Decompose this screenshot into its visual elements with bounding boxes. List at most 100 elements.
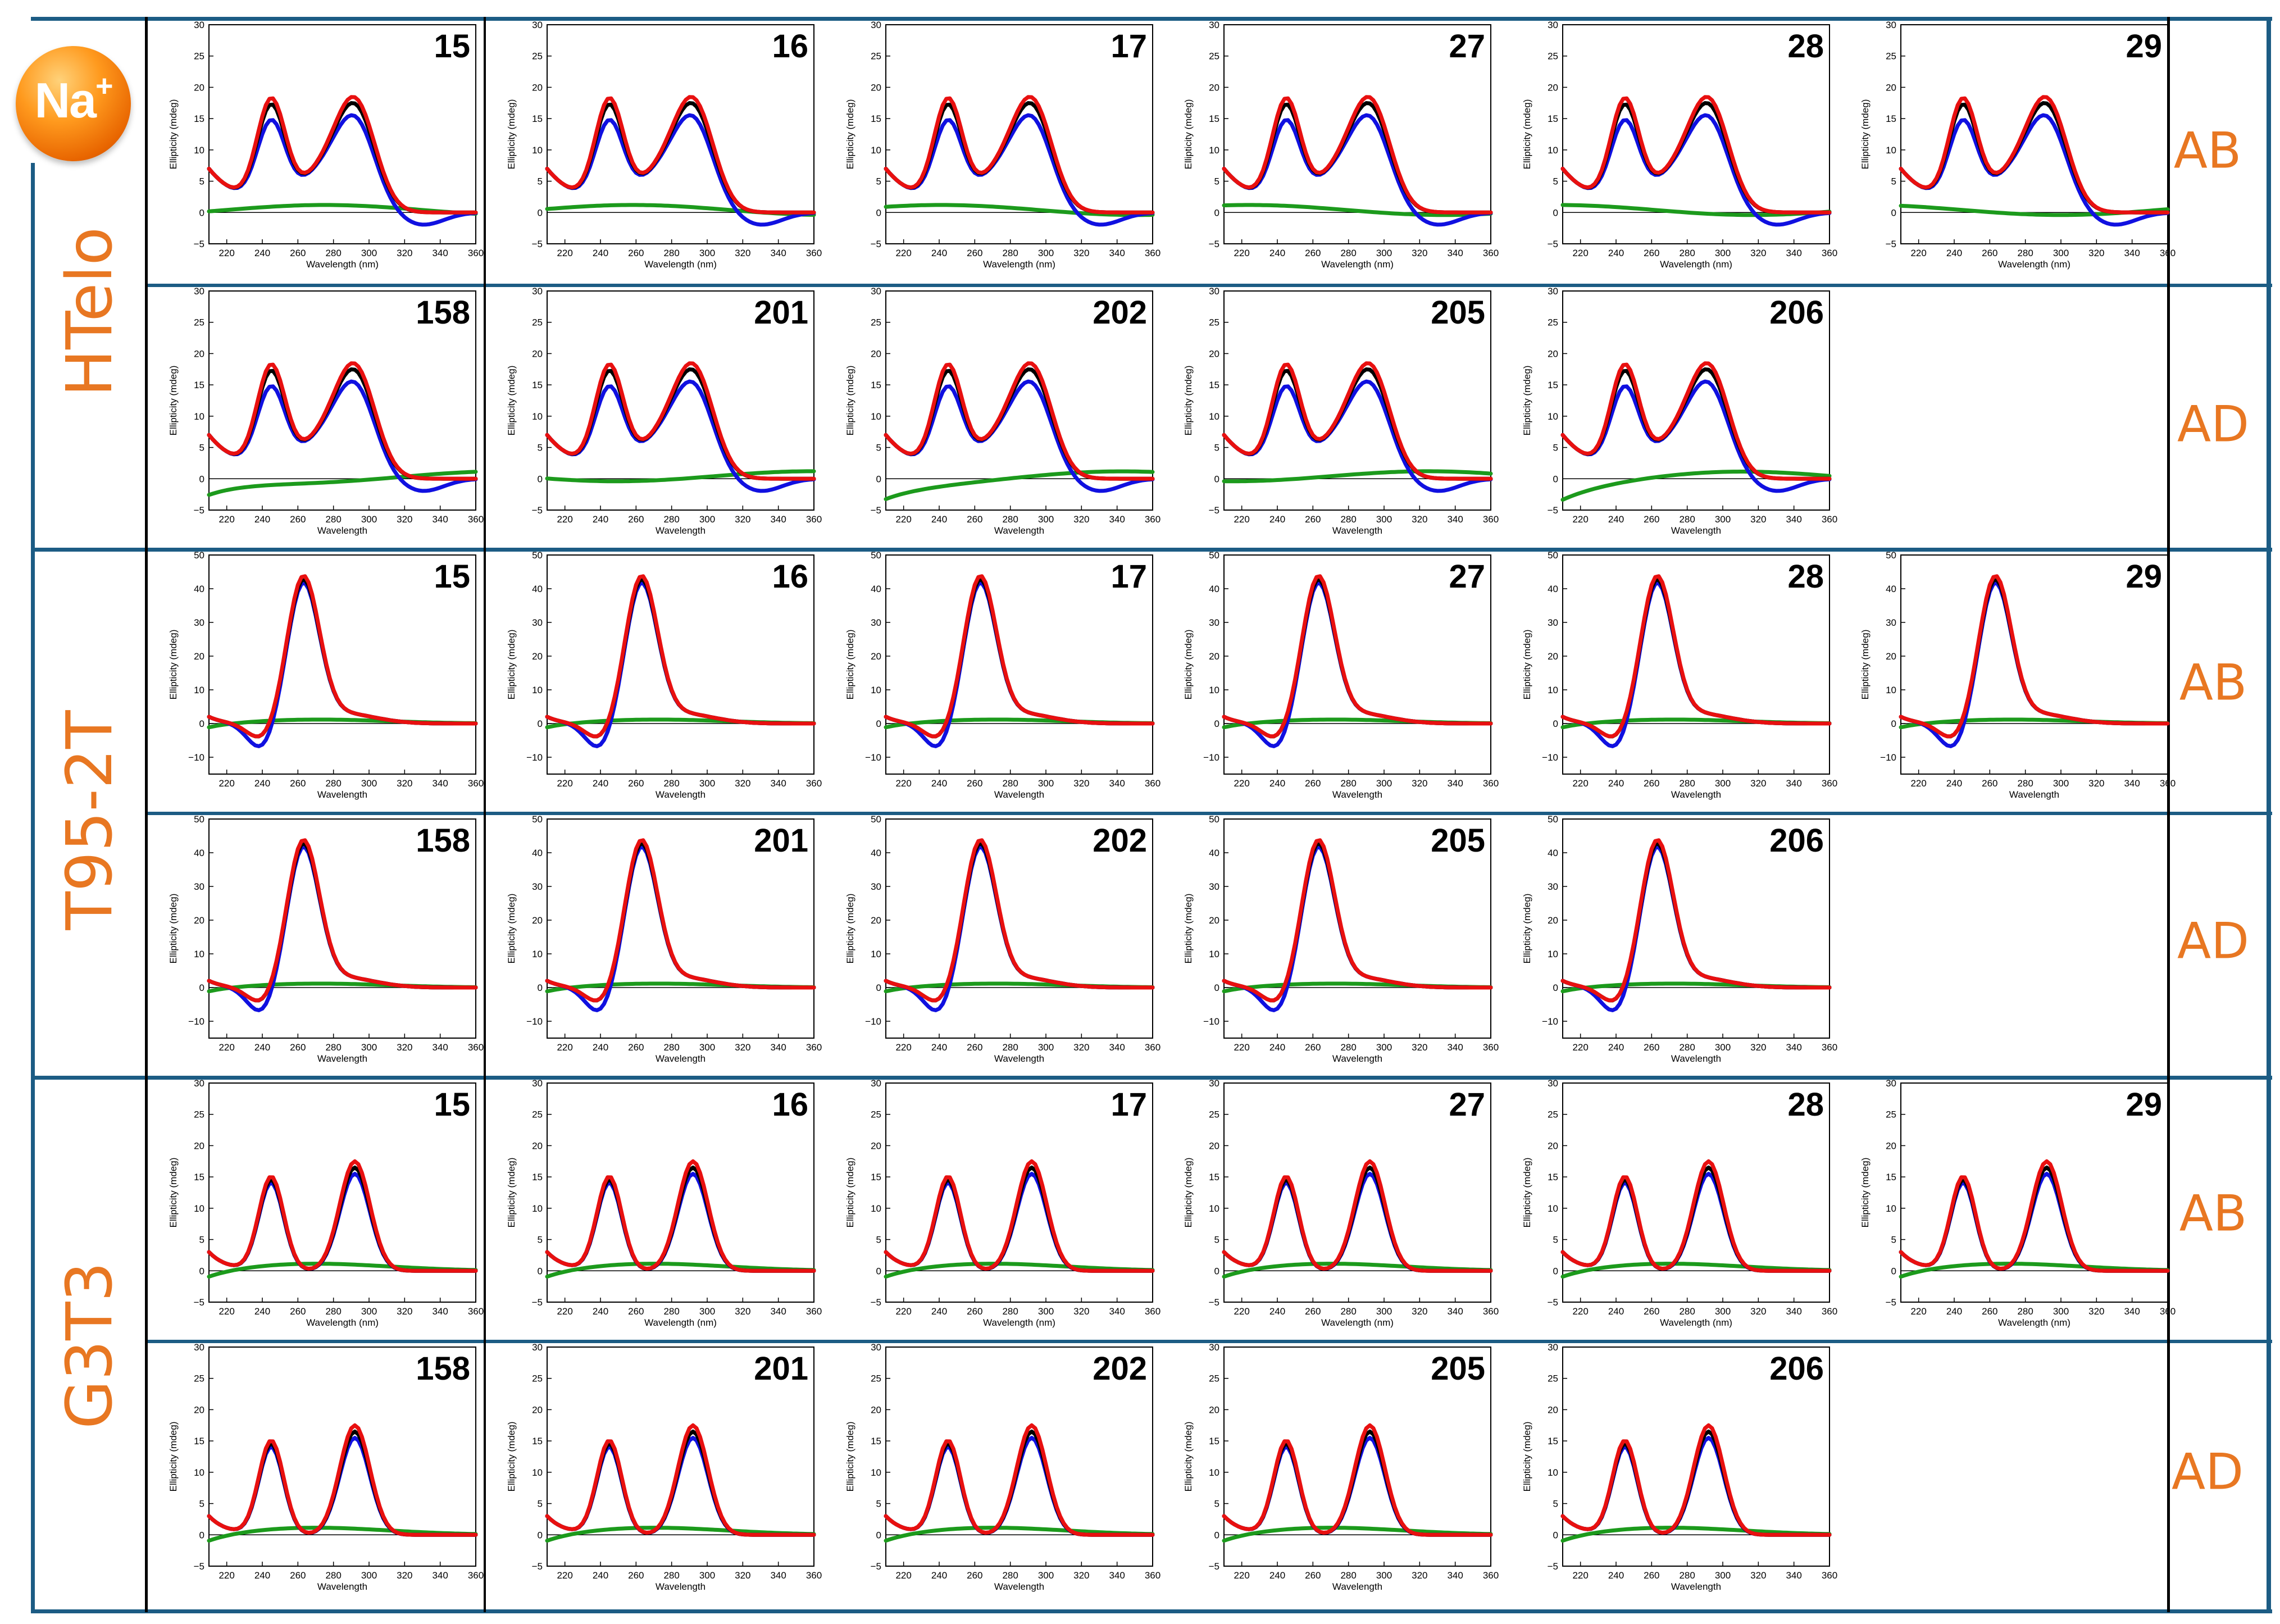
y-tick-label: 15: [532, 1436, 543, 1446]
series-line-red: [1899, 95, 2170, 215]
series-line-green: [207, 1262, 478, 1279]
x-tick-label: 300: [1715, 248, 1731, 258]
x-tick-label: 280: [2017, 778, 2033, 789]
x-tick-label: 360: [1145, 514, 1161, 525]
spectrum-panel: −5 0 5 10 15 20 25 30 220 240 260 280 300 320 340 360 Wa…: [845, 1342, 1161, 1592]
y-tick-label: −10: [188, 752, 204, 763]
x-tick-label: 260: [1305, 248, 1321, 258]
y-tick-label: 50: [871, 814, 881, 825]
x-tick-label: 240: [931, 1306, 947, 1317]
y-tick-label: 30: [194, 881, 204, 892]
x-tick-label: 220: [895, 1042, 911, 1053]
x-tick-label: 340: [1786, 1306, 1801, 1317]
x-tick-label: 240: [254, 1306, 270, 1317]
x-axis-label: Wavelength (nm): [1660, 1317, 1732, 1328]
x-tick-label: 280: [325, 1042, 341, 1053]
y-tick-label: 0: [876, 718, 881, 729]
y-tick-label: −5: [194, 1297, 204, 1308]
x-tick-label: 320: [397, 778, 412, 789]
x-tick-label: 260: [1644, 1306, 1659, 1317]
y-tick-label: 5: [1214, 1499, 1219, 1509]
y-tick-label: 0: [876, 1266, 881, 1276]
compound-label: 206: [1769, 822, 1824, 859]
x-tick-label: 300: [699, 1306, 715, 1317]
series-line-green: [1222, 203, 1493, 217]
y-tick-label: 15: [871, 1172, 881, 1182]
y-axis-label: Ellipticity (mdeg): [1860, 1158, 1871, 1228]
x-tick-label: 220: [1234, 248, 1249, 258]
y-tick-label: 25: [1209, 51, 1219, 62]
compound-label: 28: [1787, 558, 1824, 595]
x-tick-label: 280: [663, 778, 679, 789]
x-tick-label: 240: [1608, 1306, 1624, 1317]
x-tick-label: 220: [895, 778, 911, 789]
plot-area: [885, 554, 1153, 775]
y-tick-label: 40: [871, 848, 881, 858]
grid-line: [31, 163, 35, 1612]
y-tick-label: 20: [1548, 915, 1558, 926]
y-tick-label: 50: [871, 550, 881, 561]
series-line-red: [545, 1423, 816, 1537]
spectrum-panel: −10 0 10 20 30 40 50 220 240 260 280 300 320 340 360 Wa…: [845, 814, 1161, 1064]
x-tick-label: 280: [1679, 778, 1695, 789]
x-axis-label: Wavelength (nm): [306, 259, 379, 270]
y-tick-label: 30: [1886, 1078, 1896, 1089]
y-tick-label: 20: [871, 1140, 881, 1151]
compound-label: 205: [1431, 1350, 1485, 1387]
x-tick-label: 340: [1109, 778, 1125, 789]
x-tick-label: 300: [1715, 778, 1731, 789]
y-tick-label: 10: [871, 685, 881, 695]
y-tick-label: 0: [199, 1530, 204, 1540]
series-line-green: [1560, 470, 1832, 502]
y-tick-label: −5: [1209, 505, 1219, 516]
y-tick-label: 30: [1209, 881, 1219, 892]
plot-area: [1223, 554, 1491, 775]
series-line-green: [207, 1526, 478, 1543]
x-tick-label: 300: [361, 514, 377, 525]
x-tick-label: 360: [1145, 1306, 1161, 1317]
plot-area: [1900, 24, 2168, 244]
y-tick-label: 10: [1886, 1203, 1896, 1214]
x-tick-label: 280: [1340, 1306, 1356, 1317]
spectrum-panel: −5 0 5 10 15 20 25 30 220 240 260 280 300 320 340 360 Wa…: [1183, 286, 1499, 536]
y-tick-label: 10: [1209, 949, 1219, 959]
y-tick-label: 25: [1886, 1109, 1896, 1120]
x-tick-label: 240: [254, 1042, 270, 1053]
x-tick-label: 240: [1946, 248, 1962, 258]
plot-area: [547, 24, 814, 244]
y-tick-label: 10: [1548, 1467, 1558, 1478]
series-line-red: [207, 838, 478, 1003]
y-tick-label: 25: [1209, 1373, 1219, 1384]
y-axis-label: Ellipticity (mdeg): [506, 630, 517, 700]
x-axis-label: Wavelength: [994, 789, 1044, 800]
series-line-red: [207, 361, 478, 481]
x-tick-label: 340: [432, 778, 448, 789]
x-tick-label: 300: [1715, 1306, 1731, 1317]
grid-line: [31, 1609, 2272, 1613]
y-tick-label: 15: [1548, 113, 1558, 124]
spectrum-panel: −5 0 5 10 15 20 25 30 220 240 260 280 300 320 340 360 Wa…: [506, 286, 822, 536]
y-tick-label: −10: [526, 752, 543, 763]
badge-charge: +: [95, 69, 113, 103]
y-tick-label: 0: [1553, 1530, 1558, 1540]
compound-label: 15: [434, 558, 470, 595]
series-line-red: [884, 1159, 1155, 1273]
y-tick-label: 30: [1209, 1342, 1219, 1353]
x-tick-label: 340: [770, 1570, 786, 1581]
y-tick-label: 10: [1209, 145, 1219, 156]
x-tick-label: 260: [1644, 1570, 1659, 1581]
y-tick-label: 15: [871, 380, 881, 390]
series-line-black: [1222, 841, 1493, 1003]
y-tick-label: 50: [532, 814, 543, 825]
y-tick-label: 25: [1209, 1109, 1219, 1120]
y-tick-label: −5: [1209, 239, 1219, 249]
y-tick-label: 25: [1209, 317, 1219, 328]
series-line-black: [884, 841, 1155, 1003]
x-tick-label: 360: [806, 778, 822, 789]
x-tick-label: 340: [1109, 248, 1125, 258]
x-tick-label: 320: [1412, 1570, 1427, 1581]
series-line-red: [207, 1423, 478, 1537]
compound-label: 201: [754, 1350, 808, 1387]
y-tick-label: 30: [1548, 286, 1558, 297]
series-line-green: [884, 1526, 1155, 1543]
